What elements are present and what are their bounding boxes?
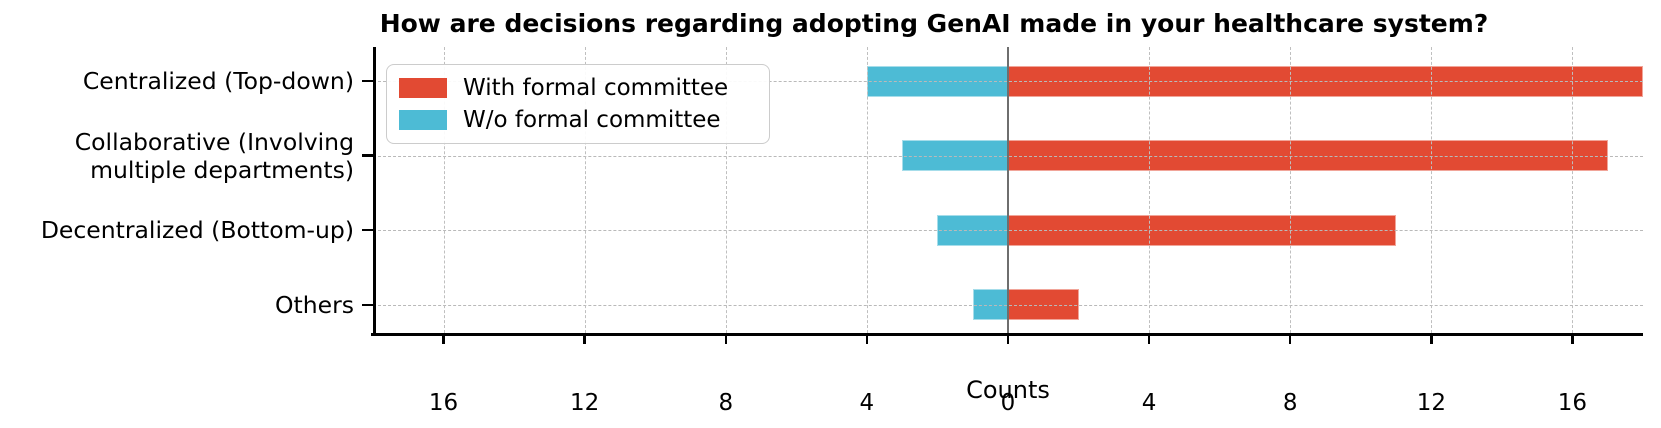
x-tick-mark — [1430, 333, 1433, 344]
x-tick-mark — [1571, 333, 1574, 344]
x-tick-label: 8 — [718, 390, 734, 416]
x-gridline — [1572, 47, 1574, 333]
y-axis-spine — [373, 47, 376, 333]
legend-label-with-committee: With formal committee — [463, 75, 729, 101]
x-tick-label: 8 — [1282, 390, 1298, 416]
x-tick-label: 0 — [1000, 390, 1016, 416]
x-tick-mark — [1006, 333, 1010, 344]
legend-swatch-without-committee — [399, 110, 447, 130]
x-tick-label: 16 — [428, 390, 459, 416]
y-tick-label: Others — [275, 290, 354, 319]
x-tick-mark — [583, 333, 586, 344]
y-tick-mark — [362, 228, 373, 232]
plot-area: 16 12 8 4 0 4 8 12 16 Centralized (Top-down) Colla… — [41, 47, 1643, 416]
legend-swatch-with-committee — [399, 78, 447, 98]
x-gridline — [1149, 47, 1151, 333]
x-tick-mark — [442, 333, 445, 344]
legend-item-without-committee: W/o formal committee — [399, 107, 757, 133]
x-gridline — [1431, 47, 1433, 333]
y-tick-label: Decentralized (Bottom-up) — [40, 216, 354, 245]
x-tick-label: 4 — [859, 390, 875, 416]
x-tick-mark — [865, 333, 869, 344]
y-tick-label: Centralized (Top-down) — [82, 67, 354, 95]
x-tick-label: 4 — [1141, 390, 1157, 416]
y-tick-mark — [362, 79, 373, 83]
x-gridline — [1290, 47, 1292, 333]
zero-line — [1006, 47, 1010, 333]
x-gridline — [443, 47, 445, 333]
x-gridline — [584, 47, 586, 333]
chart-title: How are decisions regarding adopting Gen… — [379, 9, 1489, 38]
x-tick-mark — [1147, 333, 1151, 344]
x-gridline — [866, 47, 868, 333]
legend: With formal committee W/o formal committ… — [386, 64, 770, 144]
x-tick-mark — [724, 333, 728, 344]
y-tick-mark — [362, 154, 373, 157]
x-tick-label: 12 — [1416, 390, 1446, 416]
x-tick-mark — [1288, 333, 1292, 344]
x-axis-label: Counts — [966, 376, 1050, 404]
legend-label-without-committee: W/o formal committee — [463, 107, 721, 133]
x-gridline — [725, 47, 727, 333]
y-tick-label: Collaborative (Involving multiple depart… — [74, 127, 354, 184]
y-tick-mark — [362, 303, 373, 307]
x-tick-label: 16 — [1557, 390, 1588, 416]
x-tick-label: 12 — [570, 390, 600, 416]
legend-item-with-committee: With formal committee — [399, 75, 757, 101]
